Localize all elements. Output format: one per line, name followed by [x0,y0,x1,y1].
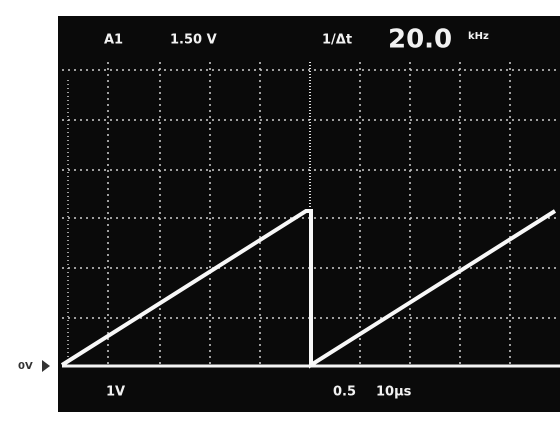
trigger-level: 1.50 V [170,33,217,48]
measure-unit: kHz [468,31,489,42]
measure-value: 20.0 [388,25,452,55]
ground-marker: 0V [18,361,33,372]
page: A1 1.50 V 1/Δt 20.0 kHz 0V 1V 0.5 10µs (… [0,0,560,428]
delay: 0.5 [333,385,356,400]
time-per-div: 10µs [376,385,412,400]
ground-arrow [42,360,50,372]
scope-screen: A1 1.50 V 1/Δt 20.0 kHz 0V 1V 0.5 10µs [0,0,560,428]
channel-label: A1 [104,33,123,48]
volts-per-div: 1V [106,385,125,400]
measure-label: 1/Δt [322,33,352,48]
